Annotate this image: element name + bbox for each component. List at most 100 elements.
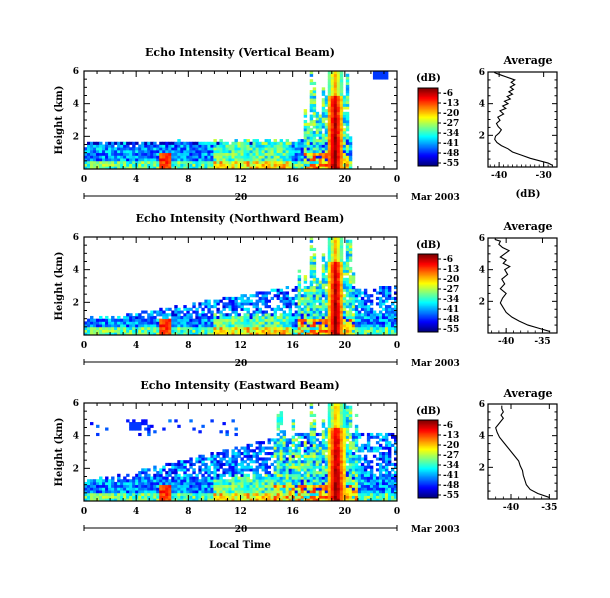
heatmap-cell — [228, 313, 232, 317]
heatmap-cell — [84, 152, 88, 156]
heatmap-cell — [303, 471, 308, 475]
heatmap-cell — [279, 296, 284, 301]
heatmap-cell — [291, 468, 296, 472]
heatmap-cell — [198, 487, 202, 491]
heatmap-cell — [351, 307, 356, 311]
heatmap-cell — [279, 452, 284, 456]
heatmap-cell — [153, 152, 157, 156]
heatmap-cell — [309, 479, 314, 483]
heatmap-cell — [303, 163, 308, 167]
heatmap-cell — [384, 438, 389, 442]
heatmap-cell — [234, 144, 238, 148]
heatmap-cell — [351, 291, 356, 295]
heatmap-cell — [246, 299, 250, 303]
heatmap-cell — [258, 158, 262, 162]
heatmap-cell — [123, 147, 127, 151]
heatmap-cell — [267, 163, 271, 167]
heatmap-cell — [141, 419, 145, 423]
heatmap-cell — [246, 166, 250, 170]
heatmap-cell — [363, 487, 368, 491]
heatmap-cell — [225, 479, 229, 483]
heatmap-cell — [213, 479, 217, 483]
heatmap-cell — [294, 160, 299, 164]
heatmap-cell — [225, 141, 229, 145]
heatmap-cell — [198, 492, 202, 496]
heatmap-cell — [216, 321, 220, 325]
heatmap-cell — [327, 120, 332, 124]
heatmap-cell — [264, 141, 268, 145]
heatmap-cell — [180, 321, 184, 325]
heatmap-cell — [141, 326, 145, 330]
heatmap-cell — [384, 286, 389, 290]
heatmap-cell — [303, 454, 308, 458]
heatmap-cell — [330, 441, 335, 445]
heatmap-cell — [381, 454, 386, 458]
heatmap-cell — [102, 490, 106, 494]
heatmap-cell — [240, 147, 244, 151]
heatmap-cell — [369, 332, 374, 336]
colorbar-swatch — [418, 421, 438, 424]
heatmap-cell — [312, 158, 317, 162]
heatmap-cell — [288, 149, 293, 154]
heatmap-cell — [285, 141, 290, 145]
heatmap-cell — [384, 326, 389, 330]
heatmap-cell — [150, 487, 154, 491]
heatmap-cell — [351, 443, 356, 447]
heatmap-cell — [372, 495, 377, 499]
heatmap-cell — [336, 441, 341, 445]
heatmap-cell — [144, 427, 148, 431]
heatmap-cell — [390, 318, 395, 322]
heatmap-cell — [252, 449, 256, 453]
heatmap-cell — [378, 462, 383, 467]
heatmap-cell — [264, 326, 268, 330]
heatmap-cell — [234, 141, 238, 145]
colorbar-swatch — [418, 285, 438, 287]
heatmap-cell — [99, 160, 103, 164]
heatmap-cell — [309, 468, 314, 472]
colorbar-swatch — [418, 138, 438, 141]
heatmap-cell — [126, 315, 130, 320]
heatmap-cell — [378, 329, 383, 333]
heatmap-cell — [144, 473, 148, 477]
heatmap-cell — [216, 484, 220, 488]
heatmap-cell — [336, 307, 341, 311]
heatmap-cell — [255, 318, 259, 322]
colorbar-swatch — [418, 457, 438, 460]
heatmap-cell — [345, 416, 350, 420]
heatmap-cell — [279, 479, 284, 483]
heatmap-cell — [390, 498, 395, 502]
heatmap-cell — [339, 460, 344, 464]
heatmap-cell — [285, 163, 290, 167]
heatmap-cell — [165, 479, 169, 483]
heatmap-cell — [315, 318, 320, 322]
heatmap-cell — [330, 487, 335, 491]
heatmap-cell — [228, 457, 232, 461]
heatmap-cell — [234, 160, 238, 164]
heatmap-cell — [141, 324, 145, 328]
heatmap-cell — [360, 313, 365, 317]
heatmap-cell — [198, 305, 202, 309]
heatmap-cell — [321, 449, 326, 453]
heatmap-cell — [276, 443, 281, 447]
heatmap-cell — [243, 147, 247, 151]
heatmap-cell — [207, 305, 211, 309]
heatmap-cell — [99, 141, 103, 145]
heatmap-cell — [327, 149, 332, 154]
heatmap-cell — [198, 481, 202, 486]
heatmap-cell — [345, 141, 350, 145]
heatmap-cell — [384, 432, 389, 437]
heatmap-cell — [165, 476, 169, 480]
heatmap-cell — [366, 432, 371, 437]
heatmap-cell — [264, 465, 268, 469]
heatmap-cell — [243, 495, 247, 499]
heatmap-cell — [312, 296, 317, 301]
heatmap-cell — [270, 307, 275, 311]
heatmap-cell — [312, 253, 317, 257]
heatmap-cell — [294, 147, 299, 151]
heatmap-cell — [261, 163, 265, 167]
heatmap-cell — [375, 492, 380, 496]
heatmap-cell — [144, 321, 148, 325]
heatmap-cell — [342, 100, 347, 105]
heatmap-cell — [249, 481, 253, 486]
heatmap-cell — [336, 492, 341, 496]
